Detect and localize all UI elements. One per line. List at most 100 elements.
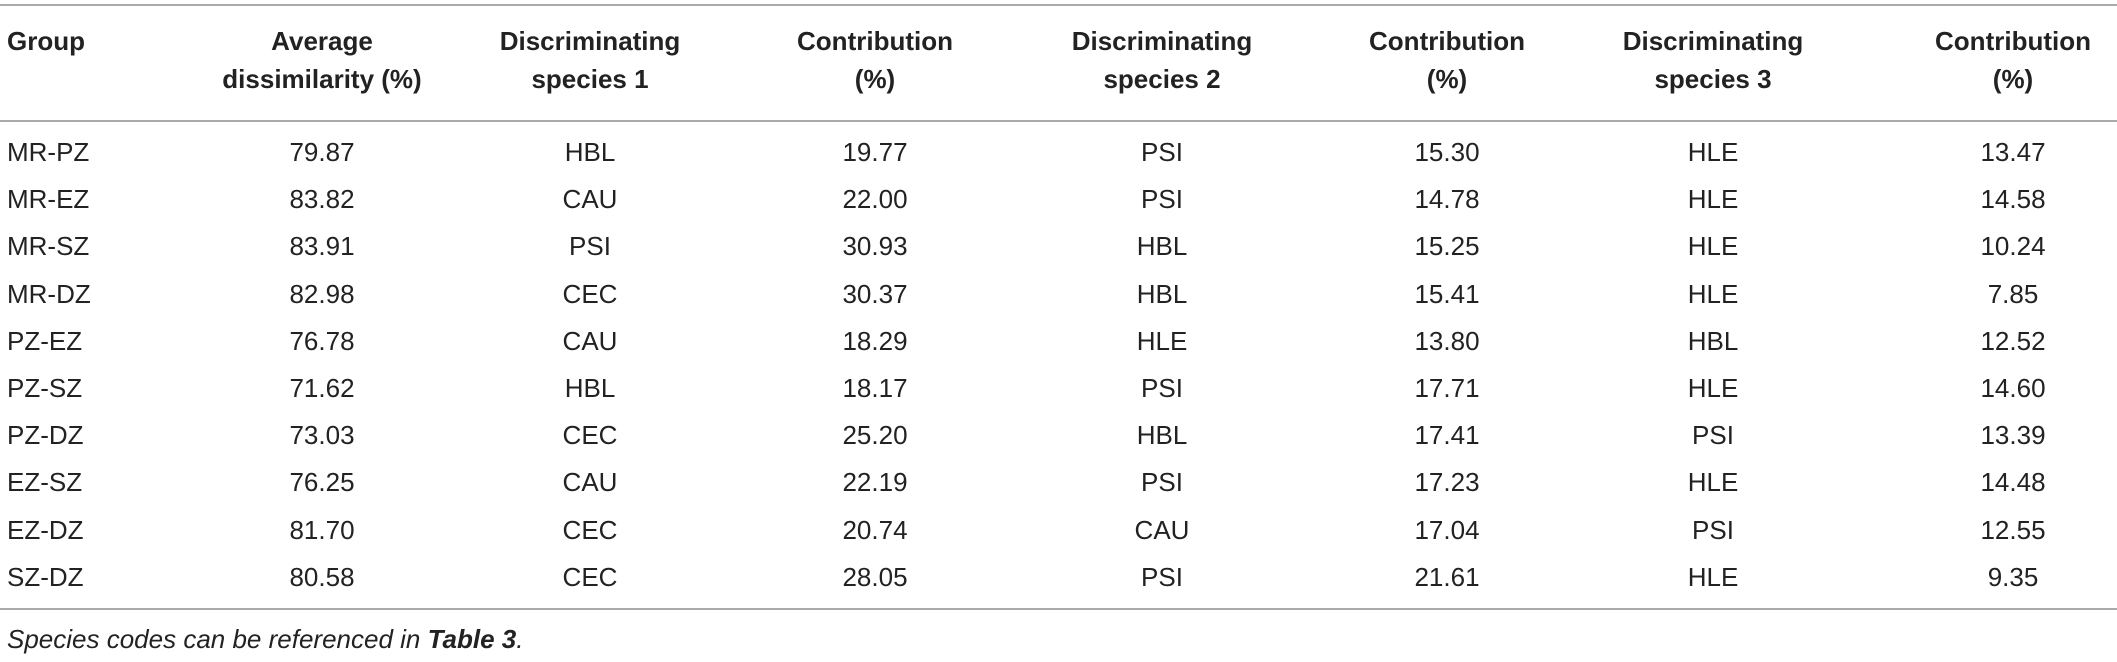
table-cell: 13.39 — [1980, 420, 2046, 451]
table-cell: HLE — [1687, 373, 1739, 403]
table-cell: SZ-DZ — [7, 561, 84, 592]
table-cell: 76.25 — [289, 467, 355, 498]
table-cell: 15.30 — [1414, 137, 1480, 167]
table-cell: PSI — [1141, 373, 1183, 403]
table-cell: HLE — [1687, 278, 1739, 309]
table-cell: CEC — [562, 420, 618, 451]
table-cell: 12.55 — [1980, 514, 2046, 545]
table-cell: PSI — [1141, 561, 1183, 592]
table-cell: CEC — [562, 278, 618, 309]
table-cell: 9.35 — [1987, 561, 2039, 592]
table-cell: 7.85 — [1987, 278, 2039, 309]
table-cell: HLE — [1687, 184, 1739, 215]
table-cell: 28.05 — [842, 561, 908, 592]
header-cell: (%) — [1992, 64, 2034, 94]
table-cell: HBL — [564, 373, 616, 403]
table-cell: 21.61 — [1414, 561, 1480, 592]
table-cell: PSI — [1692, 420, 1734, 451]
table-cell: CAU — [562, 325, 618, 356]
table-cell: CAU — [562, 184, 618, 215]
header-cell: Contribution — [1369, 26, 1525, 56]
table-cell: 80.58 — [289, 561, 355, 592]
header-cell: Discriminating — [1071, 26, 1253, 56]
table-cell: CEC — [562, 561, 618, 592]
header-cell: species 2 — [1103, 64, 1221, 94]
table-cell: HLE — [1687, 467, 1739, 498]
table-cell: 10.24 — [1980, 231, 2046, 262]
table-cell: 17.04 — [1414, 514, 1480, 545]
table-cell: 19.77 — [842, 137, 908, 167]
header-cell: Discriminating — [1622, 26, 1804, 56]
table-cell: PSI — [569, 231, 611, 262]
table-cell: 13.80 — [1414, 325, 1480, 356]
table-cell: 14.48 — [1980, 467, 2046, 498]
table-cell: 73.03 — [289, 420, 355, 451]
table-cell: EZ-SZ — [7, 467, 83, 498]
table-cell: CAU — [562, 467, 618, 498]
table-cell: 17.23 — [1414, 467, 1480, 498]
table-cell: 14.58 — [1980, 184, 2046, 215]
table-cell: HBL — [1136, 420, 1188, 451]
table-cell: 18.29 — [842, 325, 908, 356]
table-cell: CEC — [562, 514, 618, 545]
table-cell: 15.41 — [1414, 278, 1480, 309]
table-cell: 76.78 — [289, 325, 355, 356]
footnote-ref: Table 3 — [427, 624, 517, 654]
header-cell: (%) — [854, 64, 896, 94]
table-cell: HLE — [1687, 137, 1739, 167]
table-cell: 25.20 — [842, 420, 908, 451]
table-cell: HLE — [1136, 325, 1188, 356]
table-cell: MR-EZ — [7, 184, 90, 215]
footnote-end: . — [516, 624, 524, 654]
header-cell: Average — [271, 26, 373, 56]
table-cell: PZ-SZ — [7, 373, 83, 403]
header-cell: Contribution — [797, 26, 953, 56]
table-cell: 14.60 — [1980, 373, 2046, 403]
table-cell: HBL — [1687, 325, 1739, 356]
header-cell: Discriminating — [499, 26, 681, 56]
table-cell: 71.62 — [289, 373, 355, 403]
top-rule — [0, 4, 2117, 6]
table-cell: 83.91 — [289, 231, 355, 262]
table-cell: HBL — [1136, 231, 1188, 262]
header-cell: species 3 — [1654, 64, 1772, 94]
table-cell: EZ-DZ — [7, 514, 84, 545]
header-cell: Group — [7, 26, 85, 56]
table-cell: 30.37 — [842, 278, 908, 309]
table-cell: 17.41 — [1414, 420, 1480, 451]
table-cell: PSI — [1141, 137, 1183, 167]
table-cell: 30.93 — [842, 231, 908, 262]
header-rule — [0, 120, 2117, 122]
table-cell: PZ-DZ — [7, 420, 84, 451]
header-cell: Contribution — [1935, 26, 2091, 56]
table-cell: MR-DZ — [7, 278, 91, 309]
header-cell: species 1 — [531, 64, 649, 94]
table-cell: 17.71 — [1414, 373, 1480, 403]
table-cell: CAU — [1134, 514, 1190, 545]
footnote: Species codes can be referenced in Table… — [7, 624, 523, 655]
table-cell: 20.74 — [842, 514, 908, 545]
table-cell: 22.00 — [842, 184, 908, 215]
table-cell: HBL — [1136, 278, 1188, 309]
table-cell: 82.98 — [289, 278, 355, 309]
header-cell: dissimilarity (%) — [222, 64, 422, 94]
table-cell: 18.17 — [842, 373, 908, 403]
table-cell: HLE — [1687, 561, 1739, 592]
table-cell: HLE — [1687, 231, 1739, 262]
table-cell: PSI — [1141, 184, 1183, 215]
table-cell: 14.78 — [1414, 184, 1480, 215]
table-cell: 79.87 — [289, 137, 355, 167]
table-cell: 81.70 — [289, 514, 355, 545]
footnote-text: Species codes can be referenced in — [7, 624, 421, 654]
header-cell: (%) — [1426, 64, 1468, 94]
table-cell: 15.25 — [1414, 231, 1480, 262]
table-cell: 12.52 — [1980, 325, 2046, 356]
table-cell: PSI — [1692, 514, 1734, 545]
table-cell: 83.82 — [289, 184, 355, 215]
table-cell: HBL — [564, 137, 616, 167]
table-cell: PSI — [1141, 467, 1183, 498]
table-cell: PZ-EZ — [7, 325, 83, 356]
table-cell: 22.19 — [842, 467, 908, 498]
table-cell: MR-PZ — [7, 137, 90, 167]
